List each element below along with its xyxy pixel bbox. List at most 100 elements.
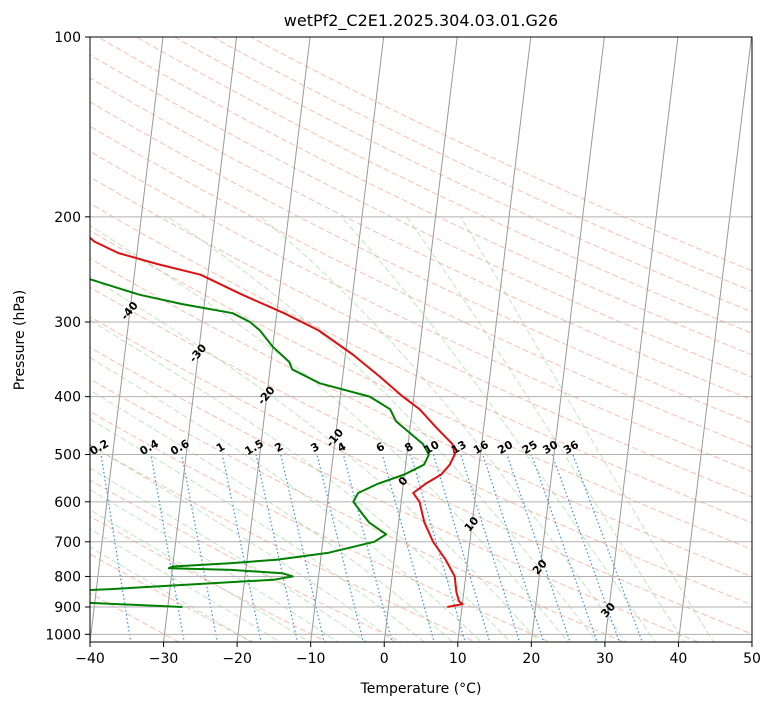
isotherm-label: -60 bbox=[0, 214, 4, 238]
moist-adiabat-line bbox=[260, 216, 627, 642]
mixing-ratio-line bbox=[316, 454, 364, 642]
moist-adiabat-line bbox=[90, 276, 540, 642]
isotherm-line bbox=[677, 37, 752, 642]
isotherm-line bbox=[163, 37, 238, 642]
x-tick-label: −20 bbox=[222, 651, 252, 667]
moist-adiabat-line bbox=[90, 467, 368, 642]
axis-ticks: −40 −30 −20 −10 0 10 20 30 40 5010020030040050060… bbox=[45, 30, 761, 667]
dry-adiabat-line bbox=[90, 346, 700, 642]
dry-adiabat-line bbox=[90, 258, 752, 578]
isotherm-line bbox=[310, 37, 385, 642]
y-tick-label: 500 bbox=[54, 448, 81, 464]
x-tick-label: 40 bbox=[670, 651, 688, 667]
x-axis-label: Temperature (°C) bbox=[360, 681, 482, 697]
dry-adiabat-line bbox=[90, 286, 752, 606]
x-tick-label: 10 bbox=[449, 651, 467, 667]
y-tick-label: 1000 bbox=[45, 627, 81, 643]
temperature-profile-line bbox=[90, 236, 464, 608]
isotherm-label: 20 bbox=[530, 557, 550, 577]
dry-adiabat-line bbox=[90, 444, 477, 642]
isotherm-line bbox=[530, 37, 605, 642]
dry-adiabat-line bbox=[90, 77, 752, 401]
x-tick-label: 0 bbox=[380, 651, 389, 667]
dry-adiabat-line bbox=[90, 316, 752, 635]
grid-lines bbox=[90, 37, 752, 642]
moist-adiabat-line bbox=[340, 216, 656, 642]
isotherm-line bbox=[457, 37, 532, 642]
x-tick-label: 50 bbox=[743, 651, 761, 667]
y-tick-label: 800 bbox=[54, 569, 81, 585]
moist-adiabat-line bbox=[460, 216, 715, 642]
isotherm-line bbox=[751, 637, 752, 642]
y-tick-label: 200 bbox=[54, 210, 81, 226]
dry-adiabat-line bbox=[90, 125, 752, 448]
mixing-ratio-label: 8 bbox=[402, 440, 415, 455]
y-tick-label: 900 bbox=[54, 600, 81, 616]
moist-adiabat-line bbox=[406, 216, 685, 642]
mixing-ratio-line bbox=[100, 454, 132, 642]
isotherm-line bbox=[90, 37, 164, 642]
moist-adiabat-line bbox=[90, 444, 397, 642]
mixing-ratio-line bbox=[381, 454, 435, 642]
y-tick-label: 600 bbox=[54, 495, 81, 511]
x-tick-label: 20 bbox=[522, 651, 540, 667]
isotherm-label: -20 bbox=[255, 384, 278, 408]
dry-adiabat-line bbox=[90, 54, 752, 378]
moist-adiabat-line bbox=[90, 389, 454, 642]
isotherm-label: -30 bbox=[187, 341, 210, 365]
dry-adiabat-line bbox=[90, 150, 752, 473]
dry-adiabat-line bbox=[90, 230, 752, 550]
dry-adiabat-line bbox=[135, 37, 752, 334]
isotherm-label: -40 bbox=[118, 299, 141, 323]
mixing-ratio-label: 2 bbox=[272, 440, 285, 455]
y-tick-label: 400 bbox=[54, 390, 81, 406]
isotherm-label: -50 bbox=[50, 256, 73, 280]
x-tick-label: −30 bbox=[149, 651, 179, 667]
profile-curves bbox=[90, 236, 464, 608]
moist-adiabat-line bbox=[90, 546, 252, 642]
moist-adiabat-line bbox=[90, 509, 311, 642]
dry-adiabat-line bbox=[90, 176, 752, 498]
mixing-ratio-line bbox=[572, 454, 643, 642]
dry-adiabat-line bbox=[90, 378, 626, 642]
isotherm-label: 30 bbox=[598, 600, 618, 620]
dry-adiabat-line bbox=[90, 101, 752, 424]
isotherm-line bbox=[236, 37, 311, 642]
mixing-ratio-line bbox=[531, 454, 598, 642]
dry-adiabat-line bbox=[249, 37, 752, 272]
mixing-ratio-line bbox=[150, 454, 185, 642]
dry-adiabat-line bbox=[97, 37, 752, 356]
x-tick-label: −40 bbox=[75, 651, 105, 667]
mixing-ratio-line bbox=[410, 454, 466, 642]
dewpoint-profile-line bbox=[90, 278, 430, 608]
x-tick-label: 30 bbox=[596, 651, 614, 667]
dry-adiabat-line bbox=[211, 37, 752, 292]
y-tick-label: 700 bbox=[54, 535, 81, 551]
mixing-ratio-line bbox=[551, 454, 621, 642]
mixing-ratio-label: 6 bbox=[374, 440, 387, 455]
x-tick-label: −10 bbox=[296, 651, 326, 667]
isotherm-line bbox=[383, 37, 458, 642]
mixing-ratio-line bbox=[255, 454, 299, 642]
mixing-ratio-label: 1 bbox=[214, 440, 227, 455]
mixing-ratio-line bbox=[460, 454, 521, 642]
chart-title: wetPf2_C2E1.2025.304.03.01.G26 bbox=[284, 11, 558, 31]
dry-adiabat-line bbox=[90, 410, 551, 642]
dry-adiabat-line bbox=[90, 202, 752, 524]
mixing-ratio-line bbox=[181, 454, 218, 642]
plot-frame bbox=[89, 36, 753, 643]
isotherm-line bbox=[604, 37, 679, 642]
y-axis-label: Pressure (hPa) bbox=[12, 290, 28, 390]
isotherm-label: 0 bbox=[396, 474, 411, 488]
mixing-ratio-line bbox=[342, 454, 393, 642]
dry-adiabat-line bbox=[90, 592, 180, 642]
mixing-ratio-label: 3 bbox=[309, 440, 322, 455]
y-tick-label: 300 bbox=[54, 315, 81, 331]
moist-adiabat-line bbox=[167, 216, 598, 642]
dry-adiabat-line bbox=[90, 479, 403, 642]
background-guide-lines bbox=[90, 37, 752, 642]
moist-adiabat-line bbox=[90, 319, 512, 642]
y-tick-label: 100 bbox=[54, 30, 81, 46]
mixing-ratio-line bbox=[221, 454, 262, 642]
